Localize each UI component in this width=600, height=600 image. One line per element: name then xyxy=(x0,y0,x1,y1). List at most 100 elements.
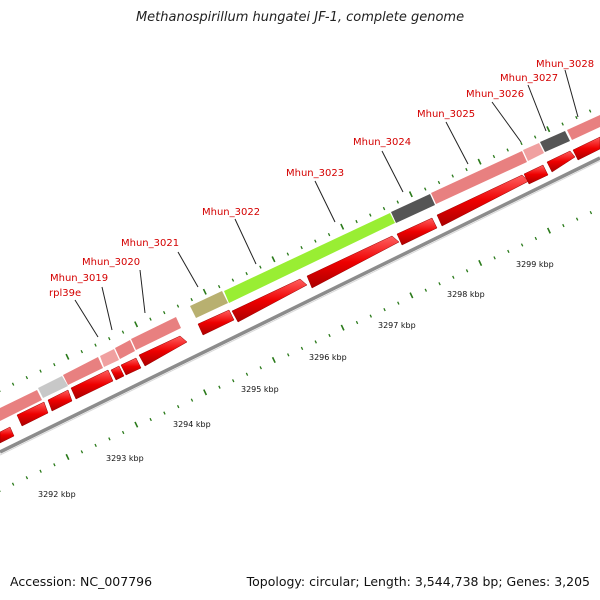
minor-tick xyxy=(451,174,454,178)
minor-tick xyxy=(94,343,97,347)
major-tick xyxy=(203,389,208,396)
minor-tick xyxy=(314,340,317,344)
minor-tick xyxy=(382,206,386,211)
minor-tick xyxy=(452,275,455,279)
gene-bar-grey xyxy=(38,376,68,398)
topology-text: Topology: circular; Length: 3,544,738 bp… xyxy=(246,574,590,589)
minor-tick xyxy=(94,443,97,448)
minor-tick xyxy=(438,282,441,286)
minor-tick xyxy=(121,430,125,435)
minor-tick xyxy=(355,219,358,224)
minor-tick xyxy=(287,353,290,357)
minor-tick xyxy=(25,376,29,380)
minor-tick xyxy=(437,180,441,185)
minor-tick xyxy=(80,450,84,454)
minor-tick xyxy=(259,366,262,370)
gene-label-mhun-3023: Mhun_3023 xyxy=(286,168,344,179)
minor-tick xyxy=(108,336,111,341)
inner-tick-row xyxy=(0,210,593,492)
cds-arrow xyxy=(306,235,400,289)
minor-tick xyxy=(11,482,15,486)
minor-tick xyxy=(286,252,290,256)
minor-tick xyxy=(231,278,235,282)
minor-tick xyxy=(424,288,428,292)
minor-tick xyxy=(217,284,221,289)
major-tick xyxy=(477,158,482,165)
minor-tick xyxy=(39,369,42,373)
map-title: Methanospirillum hungatei JF-1, complete… xyxy=(135,10,465,25)
minor-tick xyxy=(80,349,84,354)
gene-bar-dark-a xyxy=(391,194,435,223)
major-tick xyxy=(409,292,414,299)
leader-line xyxy=(101,286,113,331)
minor-tick xyxy=(507,249,510,254)
gene-labels: rpl39e Mhun_3019 Mhun_3020 Mhun_3021 Mhu… xyxy=(49,59,594,299)
leader-line xyxy=(527,84,547,132)
minor-tick xyxy=(162,310,166,315)
major-tick xyxy=(546,227,551,234)
minor-tick xyxy=(575,217,579,221)
minor-tick xyxy=(259,265,262,269)
cds-arrow xyxy=(16,401,49,427)
gene-label-mhun-3019: Mhun_3019 xyxy=(50,273,108,284)
minor-tick xyxy=(231,379,235,383)
minor-tick xyxy=(465,269,469,273)
minor-tick xyxy=(190,297,193,302)
major-tick xyxy=(202,288,207,295)
kbp-label: 3296 kbp xyxy=(309,353,347,362)
gene-label-mhun-3027: Mhun_3027 xyxy=(500,73,558,84)
minor-tick xyxy=(520,243,524,247)
minor-tick xyxy=(25,476,29,480)
minor-tick xyxy=(493,256,496,260)
leader-line xyxy=(564,69,579,118)
major-tick xyxy=(134,321,139,328)
minor-tick xyxy=(562,223,565,228)
major-tick xyxy=(271,356,276,364)
minor-tick xyxy=(245,271,248,276)
gene-label-mhun-3028: Mhun_3028 xyxy=(536,59,594,70)
kbp-label: 3294 kbp xyxy=(173,420,211,429)
cds-arrow xyxy=(110,365,125,381)
genome-backbone xyxy=(0,156,600,456)
minor-tick xyxy=(11,382,15,386)
cds-arrow xyxy=(47,389,73,412)
cds-arrows xyxy=(0,136,600,444)
leader-line xyxy=(445,121,469,165)
cds-arrow xyxy=(0,426,15,444)
major-tick xyxy=(65,453,70,461)
major-tick xyxy=(340,223,345,230)
minor-tick xyxy=(53,362,56,367)
leader-line xyxy=(381,150,404,193)
minor-tick xyxy=(149,417,152,422)
minor-tick xyxy=(506,148,509,152)
minor-tick xyxy=(108,437,111,441)
gene-bar-pink-a xyxy=(63,357,103,385)
minor-tick xyxy=(163,411,166,415)
minor-tick xyxy=(383,307,386,312)
kbp-label: 3297 kbp xyxy=(378,321,416,330)
accession-text: Accession: NC_007796 xyxy=(10,574,153,589)
kbp-label: 3295 kbp xyxy=(241,385,279,394)
cds-arrow xyxy=(120,357,142,376)
minor-tick xyxy=(588,109,592,113)
minor-tick xyxy=(314,239,317,243)
gene-bar-green xyxy=(224,213,395,303)
minor-tick xyxy=(369,213,372,217)
gene-label-mhun-3026: Mhun_3026 xyxy=(466,89,524,100)
minor-tick xyxy=(465,167,468,172)
gene-label-mhun-3024: Mhun_3024 xyxy=(353,137,411,148)
gene-bar-pink-g xyxy=(567,115,600,140)
gene-bar-olive xyxy=(190,291,228,318)
gene-bar-pink-c xyxy=(115,340,135,359)
major-tick xyxy=(340,324,345,331)
cds-arrow xyxy=(70,369,114,400)
leader-line xyxy=(74,299,99,338)
label-leaders xyxy=(74,69,579,338)
minor-tick xyxy=(328,333,331,338)
minor-tick xyxy=(561,122,564,126)
gene-bar-pink-d xyxy=(131,317,181,350)
minor-tick xyxy=(396,200,400,204)
outer-tick-row xyxy=(0,109,592,392)
cds-arrow xyxy=(523,164,549,185)
minor-tick xyxy=(39,469,42,473)
